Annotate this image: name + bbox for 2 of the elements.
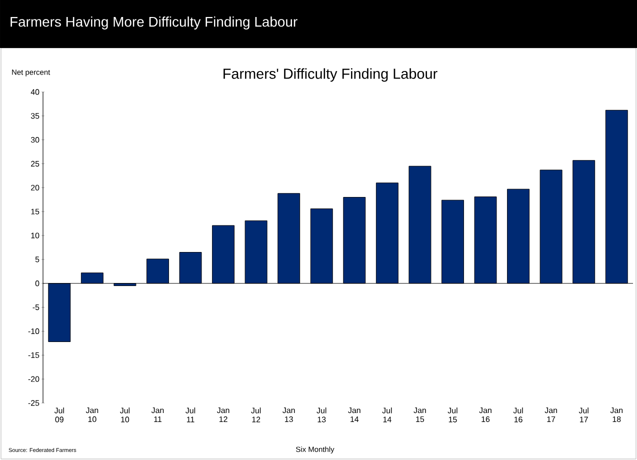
chart-title: Farmers Having More Difficulty Finding Labour: [10, 16, 298, 30]
chart-subtitle: Farmers' Difficulty Finding Labour: [224, 68, 438, 82]
